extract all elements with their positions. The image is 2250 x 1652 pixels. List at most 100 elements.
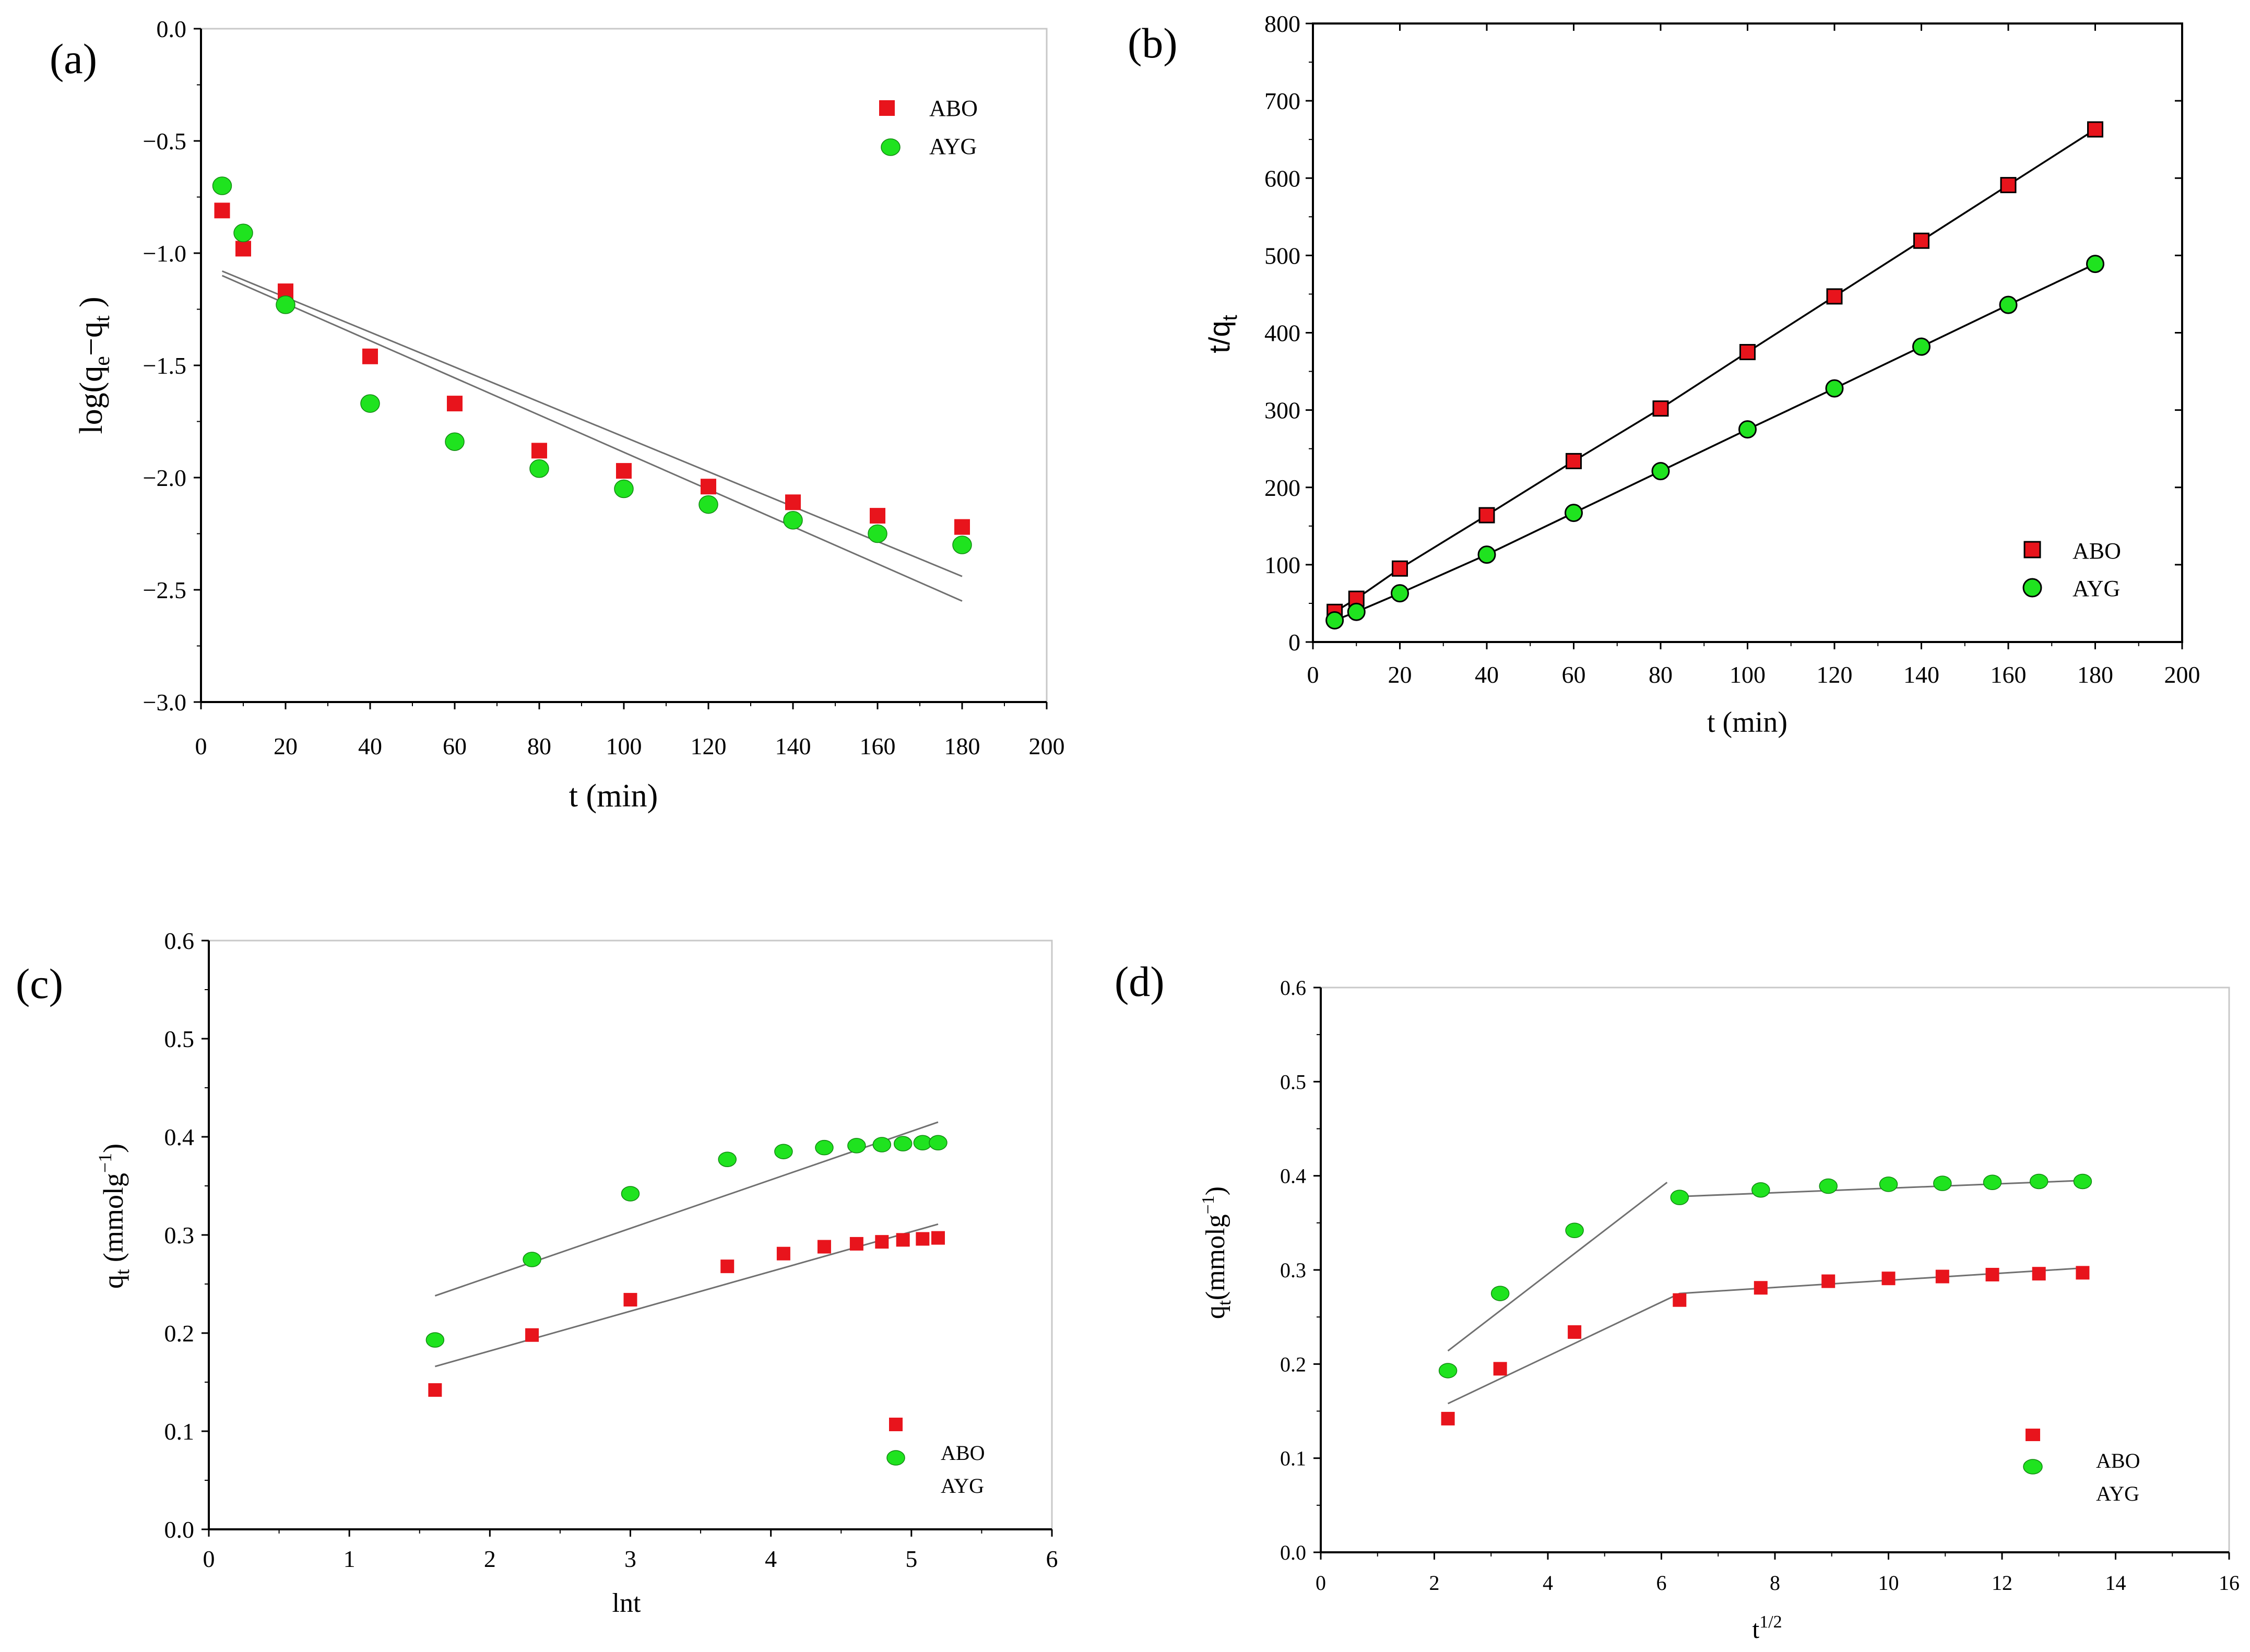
panel-d-x-tick-label: 4: [1543, 1571, 1553, 1595]
panel-a-x-tick-label: 100: [606, 733, 642, 759]
panel-c-x-tick-label: 6: [1046, 1546, 1058, 1572]
panel-c-y-tick-label: 0.2: [164, 1320, 195, 1347]
panel-d-ayg-point: [1670, 1190, 1689, 1205]
panel-c-ticks: 0 1 2 3 4 5 6 0.0 0.1 0.2 0.3 0.4 0.5 0.6: [164, 928, 1058, 1572]
panel-c-ayg-point: [718, 1151, 737, 1167]
panel-d-y-title-part2: (mmolg: [1201, 1214, 1230, 1300]
panel-b-abo-point: [1652, 400, 1669, 417]
panel-c-abo-point: [525, 1328, 539, 1342]
panel-a-legend-ayg-label: AYG: [929, 134, 977, 159]
panel-d-ayg-point: [1438, 1363, 1458, 1378]
panel-d-ayg-point: [1879, 1176, 1898, 1192]
panel-b-ayg-point: [1391, 584, 1409, 603]
panel-d-ayg-point: [1751, 1182, 1770, 1198]
panel-c-ayg-point: [893, 1136, 913, 1151]
panel-a-ayg-point: [698, 495, 718, 514]
panel-b-fit-lines: [1334, 128, 2096, 622]
panel-c-ayg-point: [929, 1135, 948, 1151]
panel-c-y-tick-label: 0.5: [164, 1026, 195, 1052]
panel-d-abo-point: [1568, 1325, 1582, 1339]
panel-d-ayg-point: [1819, 1178, 1838, 1194]
panel-a-abo-point: [531, 443, 547, 459]
panel-b-x-tick-label: 100: [1730, 661, 1766, 688]
panel-c-y-tick-label: 0.4: [164, 1124, 195, 1150]
panel-a-legend-abo-marker: [879, 100, 895, 116]
panel-c-x-tick-label: 5: [905, 1546, 917, 1572]
panel-c-y-title-part1: q: [98, 1275, 129, 1289]
panel-c-y-title-part2: (mmolg: [98, 1173, 129, 1269]
panel-b-y-tick-label: 800: [1264, 10, 1300, 37]
panel-a-abo-point: [362, 348, 378, 364]
panel-a-x-axis-title: t (min): [569, 778, 658, 814]
panel-b-abo-point: [1913, 232, 1929, 249]
panel-a-ayg-point: [783, 510, 803, 530]
panel-b-legend-abo-marker: [2023, 541, 2041, 558]
panel-a-ayg-point: [529, 459, 549, 478]
panel-d-y-title-part1: q: [1201, 1305, 1230, 1319]
panel-b-ayg-point: [1651, 462, 1670, 481]
panel-b-legend-ayg-marker: [2022, 578, 2042, 598]
panel-a: (a) 0 20 40 60 80 100 120 140 160 180 200 0.0 −0.5 −1…: [50, 16, 1065, 814]
panel-d-ayg-point: [2029, 1173, 2048, 1190]
panel-b-legend-abo-label: ABO: [2073, 538, 2121, 564]
panel-c-y-tick-label: 0.1: [164, 1418, 195, 1445]
panel-d-y-axis-title: qt(mmolg−1): [1199, 1186, 1235, 1319]
panel-c-legend-abo-label: ABO: [941, 1441, 985, 1465]
panel-c-ayg-point: [425, 1332, 445, 1348]
panel-a-x-tick-label: 200: [1029, 733, 1065, 759]
panel-d-x-tick-label: 12: [1992, 1571, 2012, 1595]
panel-d-legend-ayg-marker: [2023, 1459, 2043, 1475]
panel-d-abo-point: [1754, 1281, 1768, 1295]
panel-b-fit-line: [1334, 263, 2096, 622]
panel-b-y-tick-label: 700: [1264, 88, 1300, 114]
panel-b-x-tick-label: 120: [1817, 661, 1853, 688]
panel-b-plot-area: [1312, 22, 2183, 643]
panel-a-legend: ABO AYG: [879, 96, 978, 159]
panel-b-x-tick-label: 140: [1903, 661, 1939, 688]
panel-b-y-tick-label: 0: [1288, 629, 1300, 656]
panel-d-ticks: 0 2 4 6 8 10 12 14 16 0.0 0.1 0.2 0.3 0.4 0.5 0.6: [1280, 976, 2240, 1595]
panel-a-x-tick-label: 40: [358, 733, 382, 759]
panel-a-x-tick-label: 160: [860, 733, 896, 759]
panel-b-abo-point: [2000, 177, 2017, 194]
panel-a-abo-point: [447, 396, 463, 412]
panel-d-x-tick-label: 14: [2105, 1571, 2126, 1595]
panel-a-fit-line: [221, 270, 963, 577]
panel-b-y-title-sub-t: t: [1218, 315, 1241, 320]
panel-d-x-axis-title: t1/2: [1752, 1612, 1782, 1644]
panel-c-ayg-point: [847, 1138, 866, 1154]
panel-d-x-tick-label: 8: [1770, 1571, 1780, 1595]
panel-c-y-title-close: ): [98, 1144, 129, 1153]
panel-a-ayg-point: [868, 524, 887, 543]
panel-b-x-tick-label: 60: [1562, 661, 1586, 688]
panel-a-ayg-point: [276, 295, 295, 314]
panel-b-markers: [1325, 121, 2104, 630]
panel-b-ayg-point: [2086, 255, 2104, 274]
panel-a-legend-abo-label: ABO: [929, 96, 978, 121]
panel-c-x-tick-label: 1: [344, 1546, 356, 1572]
panel-c-legend-abo-marker: [889, 1418, 903, 1431]
panel-b-y-tick-label: 400: [1264, 320, 1300, 347]
panel-b-abo-point: [1478, 507, 1495, 524]
panel-a-abo-point: [701, 479, 716, 495]
panel-d-x-tick-label: 6: [1656, 1571, 1667, 1595]
panel-a-x-tick-label: 120: [691, 733, 727, 759]
panel-a-abo-point: [785, 494, 801, 510]
panel-a-abo-point: [616, 463, 632, 479]
panel-a-ayg-point: [360, 394, 380, 413]
panel-d-plot-area: [1320, 987, 2230, 1553]
panel-b-ticks: 0 20 40 60 80 100 120 140 160 180 200 0 100 200 300 400…: [1264, 10, 2200, 688]
panel-d-x-tick-label: 10: [1878, 1571, 1899, 1595]
panel-a-ayg-point: [445, 432, 465, 451]
panel-c-markers: [425, 1135, 948, 1397]
panel-d-y-tick-label: 0.4: [1280, 1164, 1306, 1188]
panel-d-y-tick-label: 0.0: [1280, 1541, 1306, 1564]
panel-a-fit-line: [221, 275, 963, 602]
panel-d-ayg-point: [1490, 1286, 1510, 1301]
panel-c-y-tick-label: 0.0: [164, 1516, 195, 1543]
panel-d-y-tick-label: 0.3: [1280, 1258, 1306, 1282]
panel-d-x-tick-label: 16: [2219, 1571, 2240, 1595]
panel-a-abo-point: [214, 203, 230, 219]
panel-b-abo-point: [1739, 344, 1756, 361]
panel-d-y-title-sup: −1: [1199, 1195, 1218, 1214]
